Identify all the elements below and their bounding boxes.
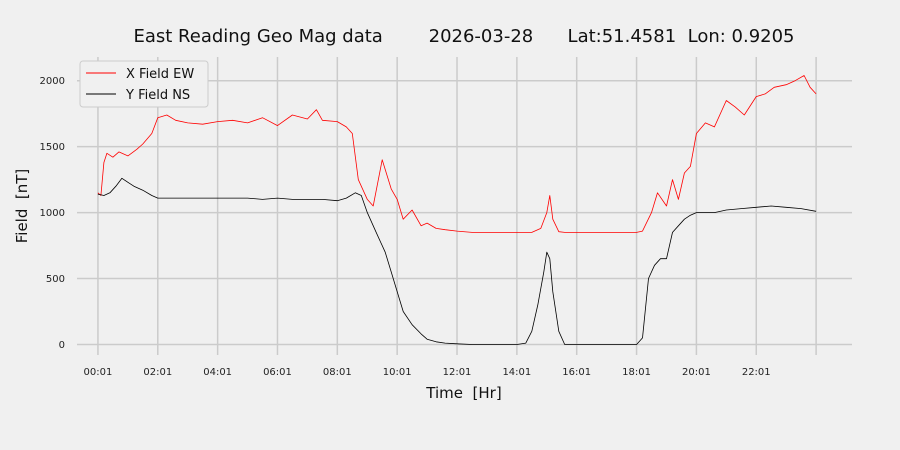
y-gridlines bbox=[77, 79, 852, 346]
legend-label-x-field: X Field EW bbox=[126, 67, 194, 82]
x-tick-label-2201: 22:01 bbox=[742, 367, 771, 378]
legend-label-y-field: Y Field NS bbox=[125, 88, 190, 103]
y-tick-label-1500: 1500 bbox=[40, 142, 65, 153]
x-tick-label-1201: 12:01 bbox=[443, 367, 472, 378]
x-axis-label: Time [Hr] bbox=[425, 384, 501, 402]
legend: X Field EW Y Field NS bbox=[79, 60, 209, 108]
y-axis-label: Field [nT] bbox=[13, 169, 31, 244]
series-line-x-field-ew bbox=[97, 75, 817, 233]
x-tick-labels: 00:01 02:01 04:01 06:01 08:01 10:01 12:01 14:01… bbox=[84, 367, 771, 378]
y-tick-label-2000: 2000 bbox=[40, 76, 65, 87]
y-tick-label-1000: 1000 bbox=[40, 208, 65, 219]
series-group bbox=[97, 75, 817, 345]
x-tick-label-2001: 20:01 bbox=[682, 367, 711, 378]
y-tick-label-0: 0 bbox=[59, 340, 65, 351]
x-tick-label-0201: 02:01 bbox=[143, 367, 172, 378]
series-line-y-field-ns bbox=[97, 177, 817, 345]
y-tick-labels: 0 500 1000 1500 2000 bbox=[40, 76, 65, 351]
x-tick-label-0401: 04:01 bbox=[203, 367, 232, 378]
x-tick-label-1401: 14:01 bbox=[502, 367, 531, 378]
y-tick-label-500: 500 bbox=[46, 274, 65, 285]
x-tick-label-0801: 08:01 bbox=[323, 367, 352, 378]
x-tick-label-1801: 18:01 bbox=[622, 367, 651, 378]
x-gridlines bbox=[97, 57, 817, 355]
x-tick-label-0601: 06:01 bbox=[263, 367, 292, 378]
x-tick-label-1601: 16:01 bbox=[562, 367, 591, 378]
x-tick-label-1001: 10:01 bbox=[383, 367, 412, 378]
x-tick-label-0001: 00:01 bbox=[84, 367, 113, 378]
chart-title: East Reading Geo Mag data 2026-03-28 Lat… bbox=[133, 26, 794, 47]
